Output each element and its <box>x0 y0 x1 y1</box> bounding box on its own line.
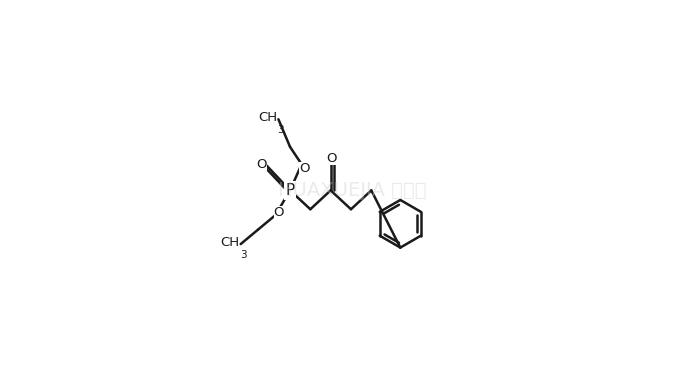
Text: P: P <box>285 183 295 198</box>
Text: 3: 3 <box>278 125 284 135</box>
Text: O: O <box>274 206 284 219</box>
Text: CH: CH <box>220 236 239 249</box>
Text: HUAXUEJIA 化学源: HUAXUEJIA 化学源 <box>278 181 426 200</box>
Text: O: O <box>257 158 267 171</box>
Text: O: O <box>326 152 336 165</box>
Text: O: O <box>299 162 310 175</box>
Text: 3: 3 <box>240 250 247 260</box>
Text: CH: CH <box>258 111 277 124</box>
